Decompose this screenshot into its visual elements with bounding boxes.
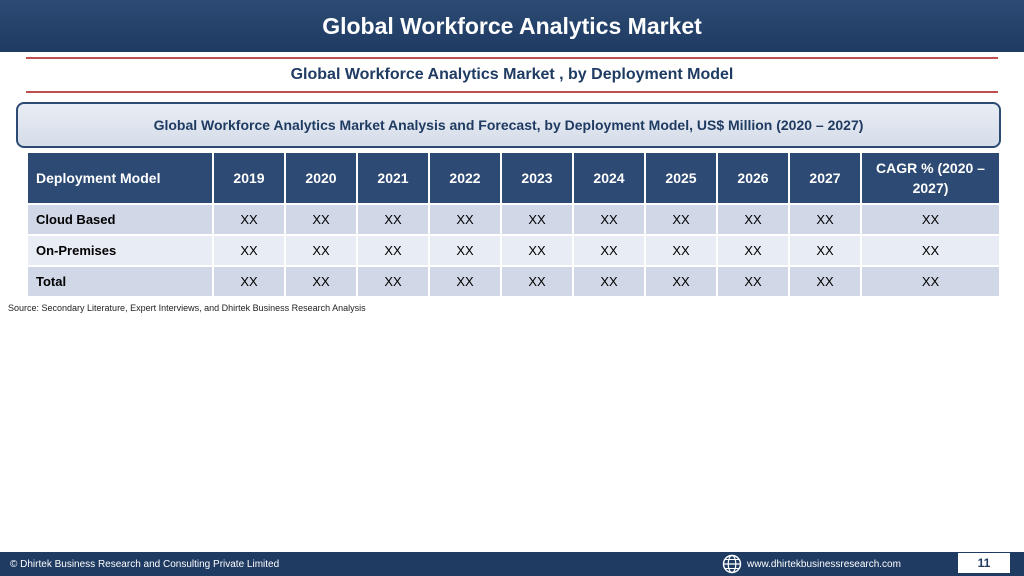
table-cell: XX [358, 205, 428, 234]
top-banner: Global Workforce Analytics Market [0, 0, 1024, 52]
table-cell: XX [286, 205, 356, 234]
website-link[interactable]: www.dhirtekbusinessresearch.com [747, 559, 901, 570]
table-cell: XX [214, 205, 284, 234]
column-header: 2019 [214, 153, 284, 203]
source-note: Source: Secondary Literature, Expert Int… [8, 303, 366, 313]
subtitle-bar: Global Workforce Analytics Market , by D… [26, 57, 998, 93]
column-header: 2027 [790, 153, 860, 203]
table-row: Cloud Based XX XX XX XX XX XX XX XX XX X… [28, 205, 999, 234]
table-cell: XX [358, 236, 428, 265]
table-row: On-Premises XX XX XX XX XX XX XX XX XX X… [28, 236, 999, 265]
table-cell: XX [574, 267, 644, 296]
table-cell: XX [286, 236, 356, 265]
table-cell: XX [646, 236, 716, 265]
row-label: Cloud Based [28, 205, 212, 234]
table-cell: XX [718, 236, 788, 265]
column-header: 2025 [646, 153, 716, 203]
row-label: On-Premises [28, 236, 212, 265]
table-cell: XX [286, 267, 356, 296]
column-header: 2021 [358, 153, 428, 203]
table-cell: XX [790, 267, 860, 296]
table-cell: XX [502, 267, 572, 296]
table-caption-box: Global Workforce Analytics Market Analys… [16, 102, 1001, 148]
page-title: Global Workforce Analytics Market [322, 12, 702, 39]
table-cell: XX [358, 267, 428, 296]
row-label: Total [28, 267, 212, 296]
table-cell: XX [646, 267, 716, 296]
table-row: Total XX XX XX XX XX XX XX XX XX XX [28, 267, 999, 296]
section-subtitle: Global Workforce Analytics Market , by D… [290, 66, 734, 83]
table-cell: XX [430, 236, 500, 265]
footer-bar: © Dhirtek Business Research and Consulti… [0, 552, 1024, 576]
table-cell: XX [790, 205, 860, 234]
globe-icon [722, 554, 742, 574]
column-header: 2022 [430, 153, 500, 203]
column-header: 2023 [502, 153, 572, 203]
deployment-model-table: Deployment Model 2019 2020 2021 2022 202… [26, 151, 1001, 298]
table-cell: XX [502, 205, 572, 234]
table-caption: Global Workforce Analytics Market Analys… [153, 117, 864, 133]
table-cell: XX [430, 267, 500, 296]
table-cell: XX [718, 267, 788, 296]
table-cell: XX [790, 236, 860, 265]
copyright-text: © Dhirtek Business Research and Consulti… [10, 559, 280, 570]
table-cell: XX [214, 267, 284, 296]
table-cell: XX [574, 205, 644, 234]
column-header: CAGR % (2020 – 2027) [862, 153, 999, 203]
table-cell: XX [862, 236, 999, 265]
table-header-row: Deployment Model 2019 2020 2021 2022 202… [28, 153, 999, 203]
table-cell: XX [718, 205, 788, 234]
table-cell: XX [430, 205, 500, 234]
column-header: 2026 [718, 153, 788, 203]
column-header: Deployment Model [28, 153, 212, 203]
table-cell: XX [862, 205, 999, 234]
table-cell: XX [646, 205, 716, 234]
table-cell: XX [502, 236, 572, 265]
column-header: 2024 [574, 153, 644, 203]
page-number: 11 [958, 553, 1010, 573]
table-cell: XX [862, 267, 999, 296]
table-cell: XX [214, 236, 284, 265]
column-header: 2020 [286, 153, 356, 203]
table-cell: XX [574, 236, 644, 265]
